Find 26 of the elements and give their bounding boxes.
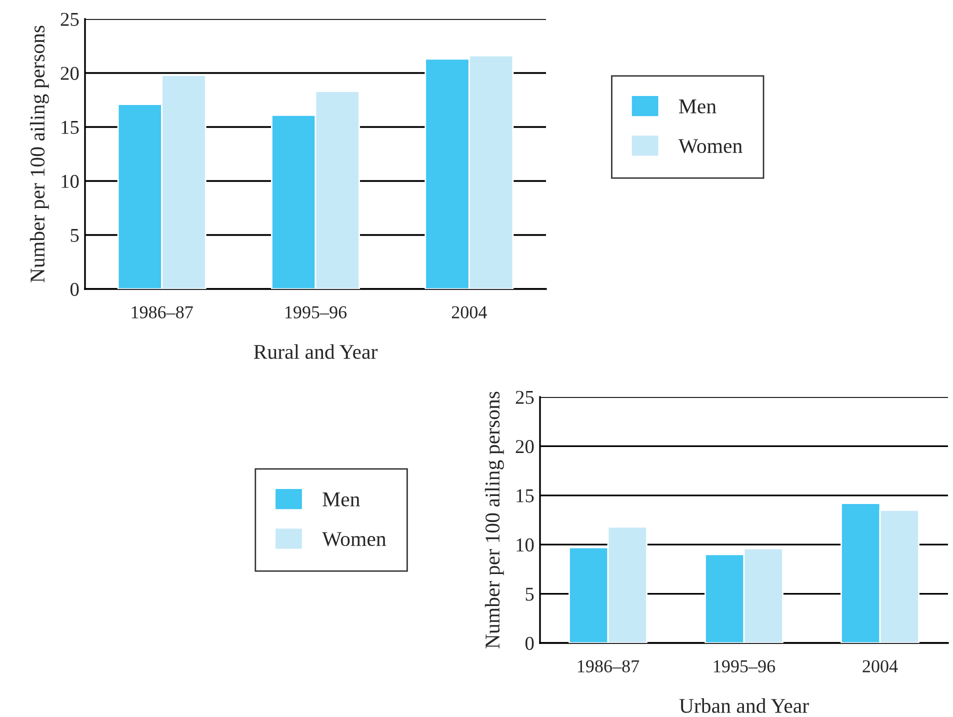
x-tick-label: 2004: [862, 660, 898, 672]
x-tick-label: 1995–96: [285, 306, 347, 318]
x-tick-label: 1995–96: [714, 660, 776, 672]
y-tick-label: 20: [516, 440, 534, 454]
y-tick-label: 25: [516, 390, 534, 404]
y-tick-label: 15: [62, 120, 79, 134]
x-axis-title: Rural and Year: [254, 344, 378, 359]
y-tick-label: 0: [70, 282, 79, 296]
y-axis-title: Number per 100 ailing persons: [484, 392, 504, 648]
y-tick-label: 25: [60, 12, 79, 26]
y-axis-title: Number per 100 ailing persons: [30, 26, 49, 282]
y-tick-label: 5: [526, 588, 534, 601]
y-tick-label: 20: [60, 66, 79, 80]
legend-label: Men: [679, 100, 716, 114]
x-tick-label: 1986–87: [578, 660, 640, 672]
legend-label: Women: [322, 532, 386, 546]
y-tick-label: 10: [516, 538, 534, 552]
x-tick-label: 2004: [452, 306, 487, 318]
legend-label: Men: [322, 492, 360, 506]
y-tick-label: 15: [516, 489, 534, 502]
legend-label: Women: [678, 139, 742, 154]
x-axis-title: Urban and Year: [679, 698, 809, 713]
y-tick-label: 10: [62, 174, 79, 188]
y-tick-label: 5: [70, 229, 79, 242]
x-tick-label: 1986–87: [132, 306, 193, 318]
y-tick-label: 0: [525, 636, 534, 650]
